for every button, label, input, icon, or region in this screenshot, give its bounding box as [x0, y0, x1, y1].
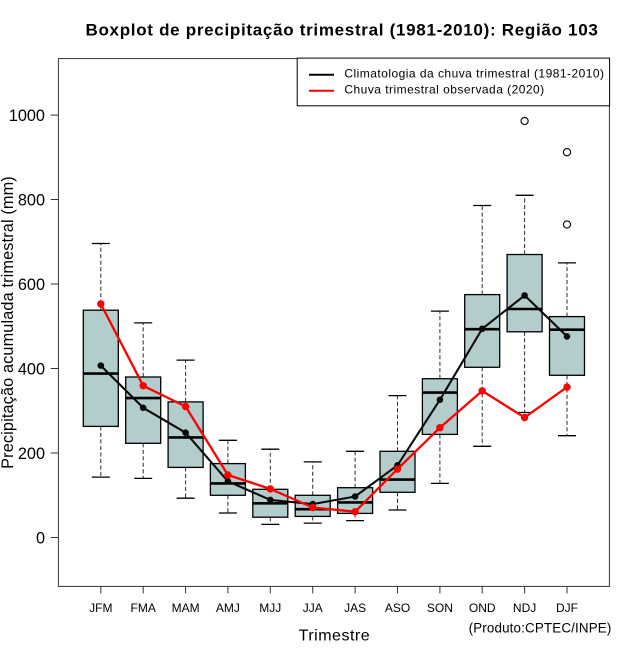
svg-text:1000: 1000	[9, 107, 45, 125]
svg-text:OND: OND	[469, 601, 496, 615]
svg-text:MJJ: MJJ	[259, 601, 281, 615]
svg-text:600: 600	[18, 276, 45, 294]
svg-text:JAS: JAS	[344, 601, 366, 615]
svg-text:Trimestre: Trimestre	[299, 628, 370, 645]
svg-text:(Produto:CPTEC/INPE): (Produto:CPTEC/INPE)	[469, 620, 612, 635]
svg-text:Chuva trimestral observada (20: Chuva trimestral observada (2020)	[344, 83, 544, 97]
svg-text:0: 0	[36, 529, 45, 547]
svg-text:SON: SON	[427, 601, 453, 615]
svg-text:NDJ: NDJ	[513, 601, 536, 615]
svg-text:800: 800	[18, 191, 45, 209]
svg-text:DJF: DJF	[556, 601, 578, 615]
svg-text:JFM: JFM	[89, 601, 112, 615]
svg-text:Precipitação acumulada trimest: Precipitação acumulada trimestral (mm)	[0, 176, 17, 469]
svg-text:FMA: FMA	[131, 601, 156, 615]
svg-text:200: 200	[18, 445, 45, 463]
svg-text:Climatologia da chuva trimestr: Climatologia da chuva trimestral (1981-2…	[344, 67, 604, 81]
svg-text:MAM: MAM	[172, 601, 200, 615]
svg-text:400: 400	[18, 360, 45, 378]
svg-text:Boxplot de precipitação trimes: Boxplot de precipitação trimestral (1981…	[86, 21, 599, 40]
svg-text:JJA: JJA	[303, 601, 323, 615]
svg-text:AMJ: AMJ	[216, 601, 240, 615]
svg-text:ASO: ASO	[385, 601, 410, 615]
